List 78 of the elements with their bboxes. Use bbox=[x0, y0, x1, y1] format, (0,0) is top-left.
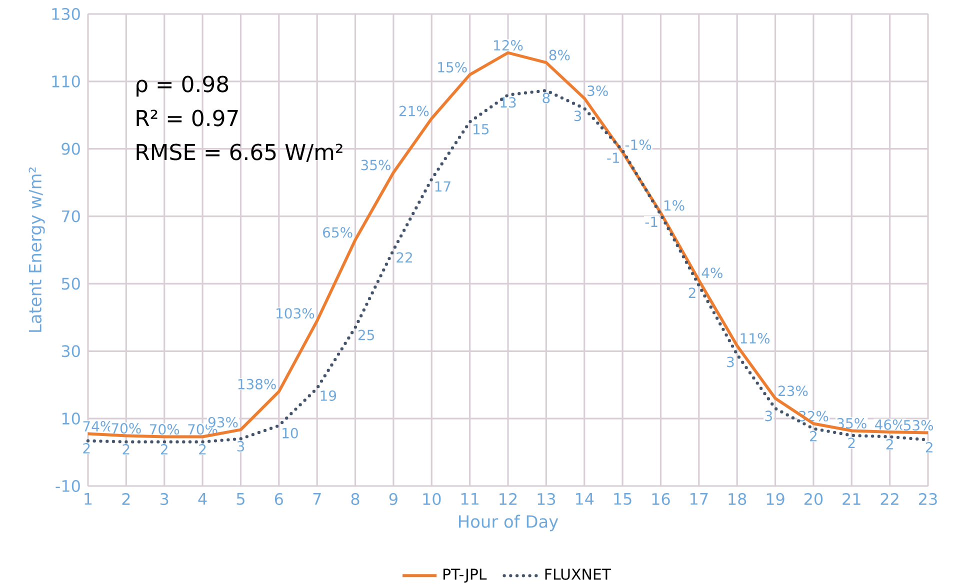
y-axis-title: Latent Energy w/m² bbox=[28, 167, 45, 332]
annotation: 3% bbox=[588, 86, 608, 96]
annotation: -1 bbox=[607, 152, 620, 163]
annotation: 2 bbox=[848, 438, 855, 448]
annotation: 19 bbox=[320, 390, 336, 401]
annotation: 25 bbox=[358, 330, 374, 340]
x-tick-label: 16 bbox=[652, 493, 670, 506]
annotation: -1% bbox=[625, 139, 652, 150]
annotation: ρ = 0.98 bbox=[136, 76, 228, 97]
y-tick-label: 110 bbox=[52, 75, 80, 88]
annotation: 15% bbox=[438, 62, 467, 72]
annotation: 22 bbox=[396, 252, 412, 263]
annotation: 2 bbox=[199, 444, 206, 454]
annotation: RMSE = 6.65 W/m² bbox=[136, 144, 342, 162]
legend-label: FLUXNET bbox=[545, 568, 612, 580]
x-tick-label: 15 bbox=[614, 493, 632, 505]
x-tick-label: 9 bbox=[389, 493, 398, 506]
y-tick-label: 130 bbox=[52, 8, 80, 20]
legend-label: PT-JPL bbox=[443, 568, 487, 583]
x-tick-label: 21 bbox=[842, 493, 860, 505]
annotation: 3 bbox=[765, 410, 772, 422]
y-tick-label: 30 bbox=[62, 345, 80, 358]
x-tick-label: 1 bbox=[84, 493, 92, 505]
y-tick-label: 70 bbox=[62, 210, 80, 222]
x-tick-label: 19 bbox=[766, 493, 784, 506]
annotation: 3 bbox=[574, 110, 582, 122]
y-tick-label: 50 bbox=[62, 278, 80, 290]
x-tick-label: 6 bbox=[274, 493, 283, 506]
annotation: 12% bbox=[494, 40, 523, 51]
x-tick-label: 8 bbox=[351, 493, 360, 506]
annotation: 3 bbox=[727, 356, 734, 368]
annotation: 2 bbox=[83, 443, 90, 454]
y-tick-label: 10 bbox=[62, 412, 80, 425]
annotation: 11% bbox=[740, 333, 770, 344]
annotation: 23% bbox=[778, 386, 808, 396]
x-tick-label: 3 bbox=[160, 493, 168, 506]
x-tick-label: 4 bbox=[198, 493, 207, 505]
x-tick-label: 12 bbox=[500, 493, 517, 505]
annotation: -1 bbox=[645, 216, 658, 227]
annotation: 8% bbox=[549, 50, 570, 60]
x-tick-label: 11 bbox=[461, 493, 478, 505]
x-tick-label: 10 bbox=[423, 493, 441, 506]
x-tick-label: 14 bbox=[576, 493, 594, 505]
annotation: 35% bbox=[361, 160, 390, 170]
annotation: 70% bbox=[112, 423, 141, 434]
annotation: 2 bbox=[122, 444, 130, 454]
annotation: 8 bbox=[542, 92, 550, 104]
annotation: 1% bbox=[664, 200, 684, 211]
x-tick-label: 2 bbox=[122, 493, 130, 505]
annotation: 103% bbox=[276, 308, 314, 319]
annotation: R² = 0.97 bbox=[136, 110, 238, 126]
x-axis-title: Hour of Day bbox=[458, 514, 558, 532]
annotation: 13 bbox=[500, 97, 516, 108]
annotation: 2 bbox=[688, 288, 696, 298]
annotation: 70% bbox=[150, 424, 180, 435]
annotation: 15 bbox=[474, 124, 489, 134]
y-tick-label: 90 bbox=[62, 142, 80, 155]
x-tick-label: 5 bbox=[236, 493, 244, 505]
annotation: 21% bbox=[399, 106, 429, 116]
annotation: 2 bbox=[160, 444, 168, 454]
annotation: 10 bbox=[282, 428, 298, 438]
x-tick-label: 13 bbox=[538, 493, 556, 506]
y-tick-label: -10 bbox=[56, 480, 80, 492]
annotation: 3 bbox=[237, 441, 244, 452]
x-tick-label: 23 bbox=[919, 493, 937, 506]
annotation: 4% bbox=[702, 268, 722, 278]
annotation: 2 bbox=[886, 438, 893, 450]
annotation: 53% bbox=[904, 420, 934, 431]
x-tick-label: 7 bbox=[313, 493, 321, 505]
x-tick-label: 20 bbox=[804, 493, 823, 506]
x-tick-label: 17 bbox=[690, 493, 708, 505]
annotation: 138% bbox=[238, 378, 276, 390]
x-tick-label: 18 bbox=[728, 493, 746, 506]
annotation: 2 bbox=[810, 430, 816, 442]
x-tick-label: 22 bbox=[880, 493, 898, 505]
annotation: 65% bbox=[323, 227, 352, 238]
annotation: 2 bbox=[926, 442, 932, 452]
annotation: 17 bbox=[435, 181, 450, 192]
